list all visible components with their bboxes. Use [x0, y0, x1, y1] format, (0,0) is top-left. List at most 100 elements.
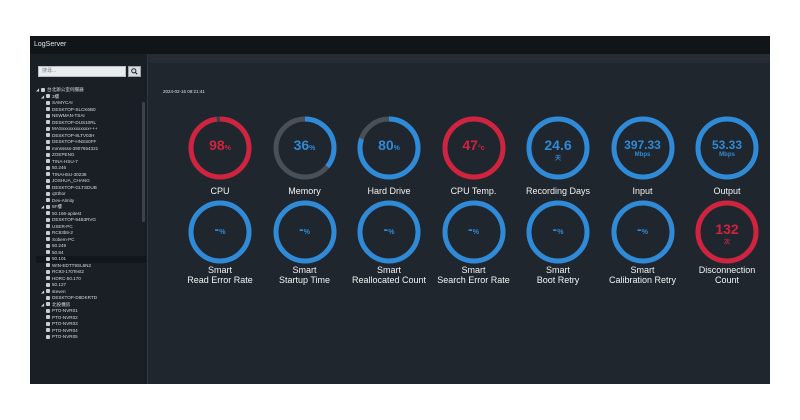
computer-icon	[46, 211, 50, 216]
tree-item[interactable]: 50.84	[36, 250, 146, 257]
tree-group[interactable]: ◢ 5F樓	[36, 204, 146, 211]
gauge-value-text: -	[214, 221, 220, 237]
gauge-value: 47°c	[434, 137, 514, 157]
gauge-label-line: Reallocated Count	[351, 275, 427, 285]
gauge-label: Recording Days	[508, 186, 608, 196]
gauge-label-line: Memory	[288, 186, 321, 196]
tree-item[interactable]: HDRC-50.170	[36, 276, 146, 283]
tree-item[interactable]: Sobem-PC	[36, 237, 146, 244]
gauge-startup-time: -% Smart Startup Time	[265, 200, 345, 300]
tree-item[interactable]: DESKTOP-94B3RVG	[36, 217, 146, 224]
tree-item[interactable]: TINA-HSU-7	[36, 159, 146, 166]
gauge-label-line: Hard Drive	[367, 186, 411, 196]
tree-item[interactable]: 50.127	[36, 282, 146, 289]
tree-item[interactable]: Dev-Almity	[36, 198, 146, 205]
gauge-label: Input	[593, 186, 693, 196]
device-tree[interactable]: ◢ 台北辦公室伺服器 ◢ 3樓 SAMYCAI DESKTOP-SLCK6B0 NEWMAN…	[36, 87, 146, 383]
tree-item[interactable]: USER-PC	[36, 224, 146, 231]
tree-item[interactable]: PTO-NVR04	[36, 328, 146, 335]
gauge-label-line: Disconnection	[698, 265, 756, 275]
computer-icon	[46, 308, 50, 313]
gauge-value: -%	[180, 221, 260, 241]
tree-item-label: DESKTOP-DUS10RL	[52, 119, 97, 125]
gauge-value: -%	[434, 221, 514, 241]
tree-item[interactable]: DESKTOP-GLTSDUB	[36, 185, 146, 192]
gauge-ring	[611, 200, 674, 264]
gauge-arc	[442, 200, 505, 264]
expand-arrow-icon[interactable]: ◢	[36, 87, 40, 92]
expand-arrow-icon[interactable]: ◢	[41, 288, 45, 294]
tree-item[interactable]: RC93b9-2	[36, 230, 146, 237]
gauge-label-line: Startup Time	[278, 275, 331, 285]
tree-item[interactable]: DESKTOP-D8DKRTD	[36, 295, 146, 302]
search-input[interactable]: 搜尋...	[38, 66, 126, 77]
gauge-value-text: 24.6	[544, 137, 572, 153]
tree-item-label: RC93-170Test2	[52, 269, 84, 274]
tree-group[interactable]: ◢ 北投機房	[36, 302, 146, 309]
tree-item[interactable]: DESKTOP-DUS10RL	[36, 120, 146, 127]
tree-item-label: SAMYCAI	[52, 100, 73, 105]
tree-item[interactable]: 50.101	[36, 256, 146, 263]
gauge-unit: %	[224, 145, 231, 152]
tree-item-label: 3樓	[52, 93, 60, 99]
gauge-ring	[695, 116, 759, 180]
expand-arrow-icon[interactable]: ◢	[41, 93, 45, 99]
gauge-value: 80%	[349, 137, 429, 157]
tree-item[interactable]: PTO-NVR05	[36, 334, 146, 341]
gauge-label-line: Recording Days	[525, 186, 591, 196]
timestamp: 2024-02-16 08:21:41	[163, 89, 205, 94]
tree-item[interactable]: PTO-NVR01	[36, 308, 146, 315]
computer-icon	[46, 230, 50, 235]
tree-item-label: PTO-NVR03	[52, 321, 78, 326]
search-button[interactable]	[128, 66, 141, 77]
gauge-value-text: -	[637, 221, 642, 237]
tree-item[interactable]: PTO-NVR03	[36, 321, 146, 328]
computer-icon	[46, 295, 50, 300]
tree-item-label: HDRC-50.170	[52, 275, 81, 281]
tree-group[interactable]: ◢ 3樓	[36, 94, 146, 101]
tree-item[interactable]: qSthor	[36, 191, 146, 198]
gauge-value: 98%	[180, 137, 260, 157]
tree-item[interactable]: NEWMAN-TSAI	[36, 113, 146, 120]
gauge-ring	[611, 116, 674, 180]
tree-item[interactable]: DESKTOP-8LTV03H	[36, 133, 146, 140]
tree-group[interactable]: ◢ 台北辦公室伺服器	[36, 87, 146, 94]
gauge-label: CPU	[170, 186, 270, 196]
gauge-label-line: Read Error Rate	[187, 275, 253, 285]
dashboard: 2024-02-16 08:21:41 98% CPU 36% Memory 80% Ha…	[149, 54, 770, 384]
tree-item[interactable]: TINAHSU-30238	[36, 172, 146, 179]
tree-item[interactable]: PTO-NVR02	[36, 315, 146, 322]
gauge-unit: %	[303, 229, 310, 236]
tree-group[interactable]: ◢ steven	[36, 289, 146, 296]
tree-item[interactable]: 50.249	[36, 243, 146, 250]
tree-item-label: 台北辦公室伺服器	[47, 87, 84, 92]
tree-item[interactable]: ZOEPENG	[36, 152, 146, 159]
computer-icon	[46, 159, 50, 164]
gauge-label-line: Output	[713, 186, 741, 196]
tree-item[interactable]: mmsssss-3907654321	[36, 146, 146, 153]
expand-arrow-icon[interactable]: ◢	[41, 301, 45, 307]
tree-item[interactable]: WIN-EDTT9SL6N2	[36, 263, 146, 270]
tree-item[interactable]: DESKTOP-SLCK6B0	[36, 107, 146, 114]
computer-icon	[46, 263, 50, 268]
tree-item[interactable]: MASxxxxxxxxxxxx+++	[36, 126, 146, 133]
computer-icon	[46, 139, 50, 144]
folder-icon	[46, 302, 50, 307]
tree-item[interactable]: 50.166-apitest	[36, 211, 146, 218]
gauge-label: Smart Startup Time	[255, 265, 355, 285]
gauge-label-line: Calibration Retry	[608, 275, 677, 285]
gauge-unit: %	[557, 229, 564, 236]
tree-item[interactable]: DESKTOP-HNSS0FF	[36, 139, 146, 146]
folder-icon	[46, 204, 50, 209]
tree-item[interactable]: 50.246	[36, 165, 146, 172]
gauge-value-text: 80	[378, 137, 394, 153]
gauge-unit: 天	[554, 156, 561, 162]
computer-icon	[46, 113, 50, 118]
expand-arrow-icon[interactable]: ◢	[41, 204, 45, 209]
tree-item[interactable]: JOSHUA_CHANG	[36, 178, 146, 185]
tree-item[interactable]: RC93-170Test2	[36, 269, 146, 276]
computer-icon	[46, 276, 50, 281]
sidebar-scrollbar[interactable]	[142, 102, 145, 222]
tree-item-label: JOSHUA_CHANG	[52, 178, 90, 183]
tree-item[interactable]: SAMYCAI	[36, 100, 146, 107]
